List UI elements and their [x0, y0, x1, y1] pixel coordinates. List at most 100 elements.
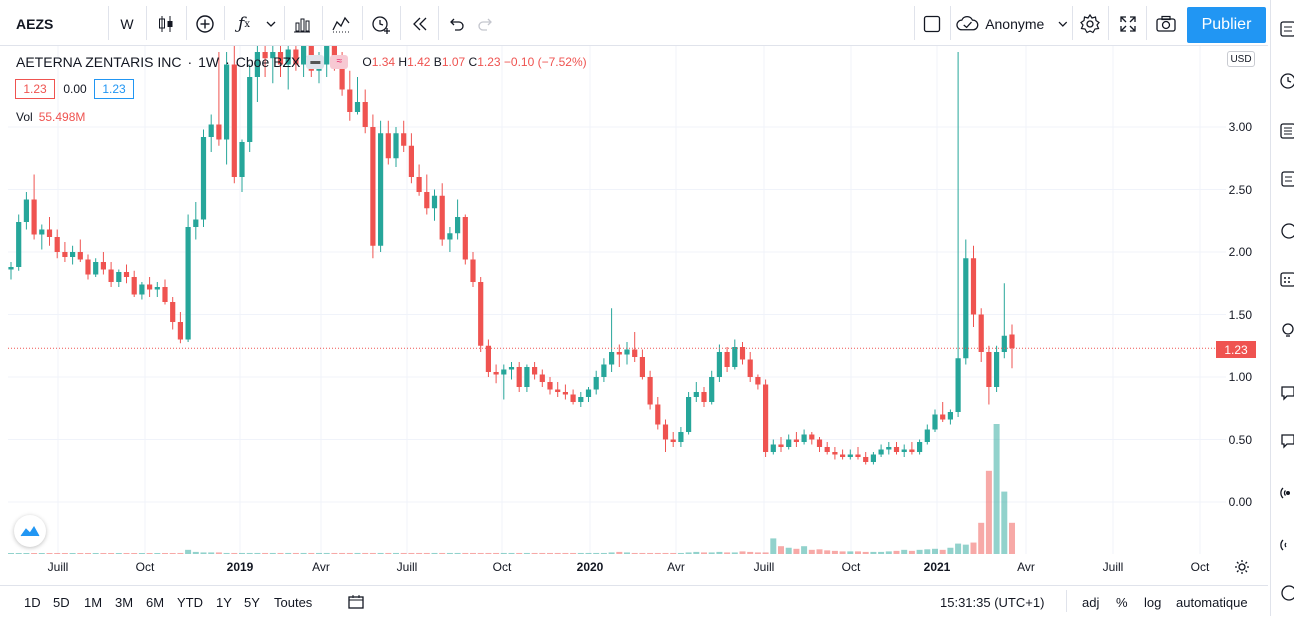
publish-button[interactable]: Publier	[1187, 7, 1266, 43]
candle-body	[562, 392, 568, 395]
range-button-5d[interactable]: 5D	[53, 595, 70, 610]
right-sidebar	[1270, 0, 1294, 616]
volume-bar	[924, 549, 931, 554]
price-axis-tick: 3.00	[1228, 120, 1252, 134]
candle-body	[994, 352, 1000, 387]
volume-bar	[408, 552, 415, 554]
volume-bar	[1009, 522, 1015, 554]
range-button-5y[interactable]: 5Y	[244, 595, 260, 610]
candle-body	[724, 352, 730, 367]
compare-add-icon[interactable]	[190, 9, 220, 39]
volume-bar	[708, 552, 715, 554]
volume-bar	[608, 552, 615, 554]
volume-bar	[77, 553, 84, 554]
camera-snapshot-icon[interactable]	[1152, 9, 1180, 39]
range-button-ytd[interactable]: YTD	[177, 595, 203, 610]
ohlc-values: O1.34 H1.42 B1.07 C1.23 −0.10 (−7.52%)	[362, 55, 587, 69]
calendar-grid-icon[interactable]	[1279, 270, 1294, 288]
candle-body	[624, 349, 630, 355]
axis-settings-gear-icon[interactable]	[1233, 558, 1251, 576]
help-icon[interactable]	[1279, 584, 1294, 602]
candle-body	[1001, 335, 1007, 352]
candle-body	[85, 259, 91, 275]
undo-icon[interactable]	[442, 9, 470, 39]
settings-gear-icon[interactable]	[1076, 9, 1104, 39]
candle-body	[501, 369, 507, 375]
candle-body	[932, 414, 938, 430]
price-chart[interactable]	[8, 46, 1226, 554]
ask-price-box[interactable]: 1.23	[94, 79, 134, 99]
range-button-1y[interactable]: 1Y	[216, 595, 232, 610]
candle-body	[524, 367, 530, 387]
range-button-1d[interactable]: 1D	[24, 595, 41, 610]
user-menu[interactable]: Anonyme	[956, 9, 1068, 39]
collapse-legend-icon[interactable]: ▬	[306, 55, 325, 69]
candle-body	[200, 137, 207, 220]
fullscreen-icon[interactable]	[1114, 9, 1142, 39]
volume-bar	[262, 552, 269, 554]
volume-bar	[115, 553, 122, 554]
alert-clock-icon[interactable]	[366, 9, 396, 39]
candle-body	[739, 347, 746, 360]
volume-bar	[816, 549, 823, 554]
indicators-chevron-down-icon[interactable]	[262, 9, 280, 39]
volume-bar	[393, 552, 399, 554]
range-button-6m[interactable]: 6M	[146, 595, 165, 610]
range-button-1m[interactable]: 1M	[84, 595, 103, 610]
ideas-lightbulb-icon[interactable]	[1279, 322, 1294, 340]
percent-toggle[interactable]: %	[1116, 595, 1128, 610]
templates-icon[interactable]	[326, 9, 358, 39]
replay-rewind-icon[interactable]	[406, 9, 434, 39]
divider	[914, 6, 915, 40]
chat-bubble-icon[interactable]	[1279, 384, 1294, 402]
range-button-toutes[interactable]: Toutes	[274, 595, 313, 610]
candle-body	[193, 219, 199, 227]
candle-body	[555, 389, 561, 392]
volume-bar	[647, 552, 654, 554]
candle-body	[909, 449, 915, 452]
volume-bar	[470, 552, 476, 554]
bid-price-box[interactable]: 1.23	[15, 79, 55, 99]
currency-label[interactable]: USD	[1227, 51, 1255, 67]
volume-bar	[839, 551, 846, 554]
divider	[400, 6, 401, 40]
tradingview-logo[interactable]	[14, 515, 46, 547]
messages-icon[interactable]	[1279, 432, 1294, 450]
candle-body	[847, 454, 853, 457]
volume-bar	[600, 552, 607, 554]
data-window-icon[interactable]	[1279, 122, 1294, 140]
interval-button[interactable]: W	[120, 16, 134, 32]
volume-bar	[108, 553, 115, 554]
watchlist-icon[interactable]	[1279, 20, 1294, 38]
calendar-icon[interactable]	[1279, 222, 1294, 240]
divider	[1108, 6, 1109, 40]
alerts-clock-icon[interactable]	[1279, 72, 1294, 90]
candle-body	[1009, 334, 1015, 349]
range-button-3m[interactable]: 3M	[115, 595, 134, 610]
time-axis-tick: Avr	[667, 560, 685, 574]
redo-icon[interactable]	[472, 9, 500, 39]
financials-bars-icon[interactable]	[288, 9, 316, 39]
adj-toggle[interactable]: adj	[1082, 595, 1100, 610]
log-toggle[interactable]: log	[1144, 595, 1162, 610]
streams-broadcast-icon[interactable]	[1279, 484, 1294, 502]
layout-square-icon[interactable]	[918, 9, 946, 39]
signal-icon[interactable]	[1279, 536, 1294, 554]
goto-date-calendar-icon[interactable]	[347, 594, 365, 610]
chart-type-candles-icon[interactable]	[150, 9, 182, 39]
divider	[1146, 6, 1147, 40]
symbol-search[interactable]: AEZS	[16, 16, 54, 32]
time-axis-tick: Avr	[1017, 560, 1035, 574]
time-axis-tick: Oct	[492, 560, 512, 574]
auto-scale-toggle[interactable]: automatique	[1176, 595, 1248, 610]
price-axis-tick: 0.00	[1228, 495, 1252, 509]
candle-body	[424, 192, 430, 209]
candle-body	[16, 222, 22, 267]
volume-bar	[685, 552, 692, 554]
volume-bar	[616, 551, 623, 554]
volume-bar	[955, 543, 962, 554]
clock-timezone[interactable]: 15:31:35 (UTC+1)	[940, 595, 1045, 610]
hotlist-icon[interactable]	[1279, 170, 1294, 188]
